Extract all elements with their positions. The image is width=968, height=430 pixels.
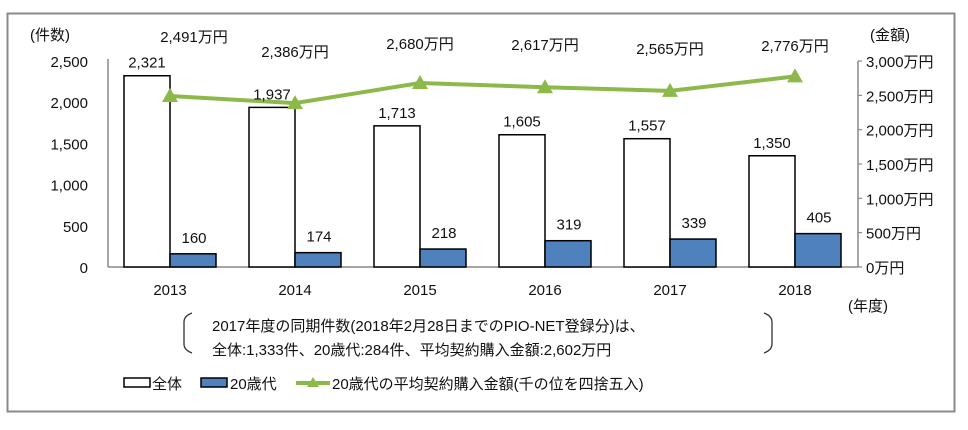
- line-marker: [412, 74, 428, 89]
- x-tick-label: 2013: [153, 282, 186, 299]
- left-axis-label: (件数): [30, 27, 70, 44]
- bar-20s-label: 160: [181, 230, 206, 247]
- bar-total-label: 1,605: [503, 114, 541, 131]
- line-value-label: 2,680万円: [386, 36, 454, 53]
- x-tick-label: 2018: [778, 282, 811, 299]
- line-value-label: 2,491万円: [160, 29, 228, 46]
- line-value-label: 2,565万円: [636, 41, 704, 58]
- x-tick-label: 2017: [653, 282, 686, 299]
- bar-20s-label: 218: [431, 225, 456, 242]
- x-tick-label: 2016: [528, 282, 561, 299]
- bar-total: [248, 106, 296, 268]
- bar-total-label: 1,713: [378, 105, 416, 122]
- bar-total: [123, 74, 171, 268]
- legend: 全体 20歳代 20歳代の平均契約購入金額(千の位を四捨五入): [123, 375, 644, 393]
- bar-20s-label: 339: [681, 215, 706, 232]
- bar-20s: [294, 251, 342, 268]
- bar-total-label: 1,937: [253, 86, 291, 103]
- left-tick-label: 2,000: [50, 95, 88, 112]
- right-axis-label: (金額): [870, 27, 910, 44]
- legend-swatch-20s: [200, 377, 228, 388]
- note-line-1: 2017年度の同期件数(2018年2月28日までのPIO-NET登録分)は、: [212, 318, 645, 335]
- right-tick-label: 0万円: [866, 260, 904, 277]
- bar-total: [748, 155, 796, 268]
- right-tick-label: 3,000万円: [866, 54, 934, 71]
- x-tick-label: 2014: [278, 282, 311, 299]
- legend-swatch-total: [123, 377, 151, 388]
- legend-label-line: 20歳代の平均契約購入金額(千の位を四捨五入): [332, 375, 644, 393]
- line-value-label: 2,617万円: [511, 37, 579, 54]
- x-axis-label: (年度): [848, 298, 888, 315]
- line-marker: [287, 95, 303, 110]
- right-tick-label: 500万円: [866, 226, 921, 243]
- bar-20s: [669, 238, 717, 268]
- right-tick-label: 2,000万円: [866, 123, 934, 140]
- note-left-bracket: [183, 312, 193, 354]
- bar-total-label: 1,350: [753, 135, 791, 152]
- line-marker: [537, 79, 553, 94]
- legend-label-total: 全体: [152, 375, 182, 393]
- bar-20s-label: 174: [306, 229, 331, 246]
- bar-total: [623, 137, 671, 268]
- note-right-bracket: [763, 312, 773, 354]
- bar-20s: [169, 253, 217, 268]
- bar-20s: [794, 232, 842, 268]
- bar-total: [498, 133, 546, 268]
- note-line-2: 全体:1,333件、20歳代:284件、平均契約購入金額:2,602万円: [212, 341, 611, 359]
- legend-triangle-marker: [307, 377, 319, 387]
- line-series: [169, 74, 796, 106]
- left-tick-label: 1,500: [50, 136, 88, 153]
- right-tick-label: 1,500万円: [866, 157, 934, 174]
- line-marker: [662, 82, 678, 97]
- bar-total-label: 2,321: [128, 55, 166, 72]
- note-box: 2017年度の同期件数(2018年2月28日までのPIO-NET登録分)は、 全…: [183, 312, 773, 359]
- bar-20s: [544, 239, 592, 268]
- bar-total-label: 1,557: [628, 118, 666, 135]
- x-tick-label: 2015: [403, 282, 436, 299]
- legend-label-20s: 20歳代: [230, 376, 277, 393]
- bar-20s-label: 405: [806, 210, 831, 227]
- left-tick-label: 2,500: [50, 54, 88, 71]
- bar-20s: [419, 248, 467, 268]
- bar-total: [373, 125, 421, 268]
- right-tick-label: 1,000万円: [866, 191, 934, 208]
- right-tick-label: 2,500万円: [866, 88, 934, 105]
- line-value-label: 2,776万円: [761, 38, 829, 55]
- line-marker: [787, 68, 803, 83]
- line-value-label: 2,386万円: [261, 44, 329, 61]
- bar-20s-label: 319: [556, 217, 581, 234]
- left-tick-label: 1,000: [50, 178, 88, 195]
- line-marker: [162, 87, 178, 102]
- left-tick-label: 500: [63, 219, 88, 236]
- left-tick-label: 0: [80, 260, 88, 277]
